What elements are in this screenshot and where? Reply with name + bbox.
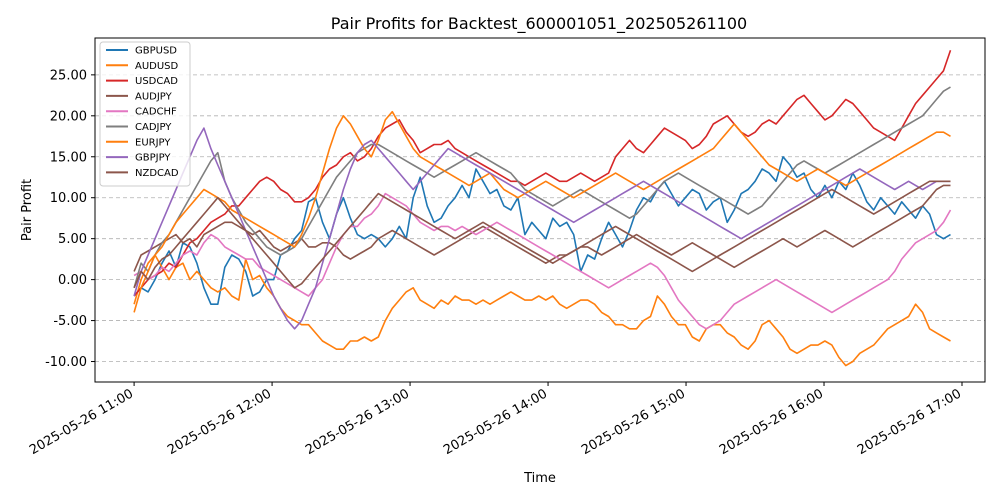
legend-box (99, 41, 191, 187)
series-line-audjpy (133, 184, 951, 272)
legend: GBPUSD AUDUSD USDCAD AUDJPY CADCHF CADJPY EURJ… (99, 41, 191, 187)
x-tick-label: 2025-05-26 16:00 (717, 386, 826, 458)
legend-label-nzdcad: NZDCAD (135, 168, 179, 179)
legend-label-audjpy: AUDJPY (135, 91, 173, 102)
series-line-gbpusd (133, 156, 951, 306)
x-tick-label: 2025-05-26 13:00 (303, 386, 412, 458)
y-tick-label: 10.00 (50, 191, 87, 206)
chart-title: Pair Profits for Backtest_600001051_2025… (331, 14, 747, 34)
series-line-nzdcad (133, 180, 951, 289)
y-tick-label: 25.00 (50, 68, 87, 83)
x-tick-label: 2025-05-26 14:00 (441, 386, 550, 458)
y-tick-label: -5.00 (53, 314, 87, 329)
x-axis-label: Time (523, 471, 556, 486)
plot-frame (94, 37, 986, 383)
y-tick-label: 5.00 (58, 232, 87, 247)
y-tick-label: 0.00 (58, 273, 87, 288)
x-tick-label: 2025-05-26 15:00 (579, 386, 688, 458)
series-line-cadjpy (133, 86, 951, 289)
legend-label-gbpusd: GBPUSD (135, 46, 177, 57)
x-axis-ticks: 2025-05-26 11:00 2025-05-26 12:00 2025-05-… (27, 382, 964, 458)
gridlines (95, 74, 985, 362)
x-tick-label: 2025-05-26 11:00 (27, 386, 136, 458)
legend-label-audusd: AUDUSD (135, 61, 179, 72)
legend-label-cadjpy: CADJPY (135, 122, 172, 133)
series-line-eurjpy (133, 110, 951, 313)
y-tick-label: 15.00 (50, 150, 87, 165)
series-line-usdcad (133, 50, 952, 297)
legend-label-cadchf: CADCHF (135, 107, 177, 118)
series-line-audusd (133, 254, 951, 367)
y-tick-label: 20.00 (50, 109, 87, 124)
y-axis-ticks: -10.00 -5.00 0.00 5.00 10.00 15.00 20.00 25.00 (45, 68, 95, 370)
x-tick-label: 2025-05-26 17:00 (855, 386, 964, 458)
series-line-cadchf (133, 192, 952, 330)
y-axis-label: Pair Profit (20, 179, 35, 241)
legend-label-usdcad: USDCAD (135, 76, 178, 87)
series-line-gbpjpy (133, 127, 951, 330)
y-tick-label: -10.00 (45, 355, 87, 370)
legend-label-eurjpy: EURJPY (135, 137, 171, 148)
x-tick-label: 2025-05-26 12:00 (165, 386, 274, 458)
series-lines (133, 50, 952, 367)
legend-label-gbpjpy: GBPJPY (135, 153, 171, 164)
